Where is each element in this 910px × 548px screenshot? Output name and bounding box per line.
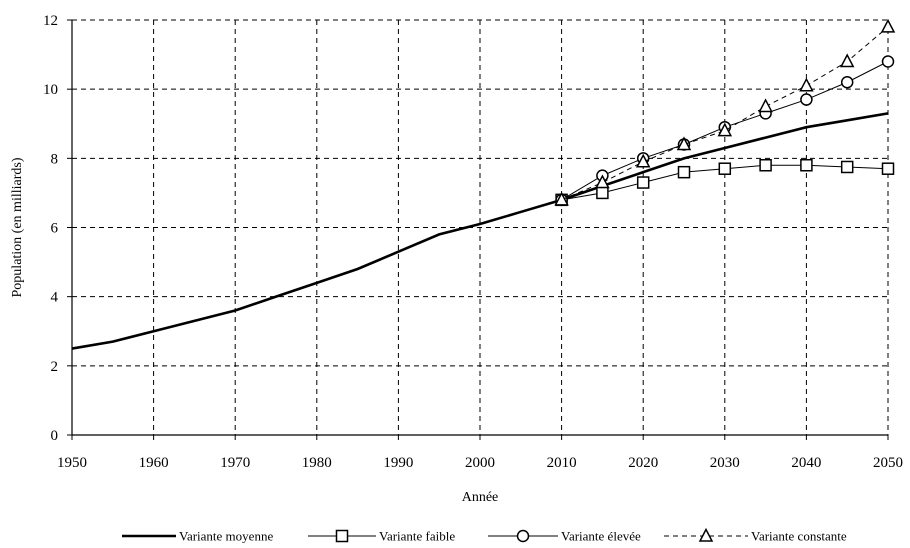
series-3 bbox=[554, 18, 896, 206]
y-axis-title: Population (en milliards) bbox=[10, 157, 25, 297]
series-layer bbox=[71, 18, 896, 350]
square-marker bbox=[677, 165, 691, 179]
y-tick-label: 12 bbox=[43, 13, 58, 29]
legend-item-3: Variante constante bbox=[664, 527, 847, 544]
circle-marker bbox=[516, 529, 530, 543]
x-tick-label: 2010 bbox=[547, 455, 577, 471]
x-tick-label: 1970 bbox=[220, 455, 250, 471]
triangle-marker bbox=[717, 122, 733, 137]
x-tick-label: 1950 bbox=[57, 455, 87, 471]
x-tick-label: 2040 bbox=[791, 455, 821, 471]
legend-label: Variante élevée bbox=[561, 529, 641, 544]
y-tick-label: 0 bbox=[51, 428, 59, 444]
circle-marker bbox=[800, 93, 813, 106]
y-tick-label: 2 bbox=[51, 359, 59, 375]
legend-item-2: Variante élevée bbox=[488, 529, 641, 544]
legend-label: Variante faible bbox=[379, 529, 455, 544]
y-tick-label: 4 bbox=[51, 290, 59, 306]
y-tick-label: 10 bbox=[43, 82, 58, 98]
x-axis-ticks: 1950 1960 1970 1980 1990 2000 2010 2020 2030 2040… bbox=[57, 435, 903, 471]
triangle-marker bbox=[880, 18, 896, 33]
triangle-marker bbox=[635, 153, 651, 168]
x-tick-label: 2020 bbox=[628, 455, 658, 471]
series-0 bbox=[71, 112, 889, 350]
y-tick-label: 8 bbox=[51, 151, 59, 167]
grid bbox=[72, 19, 889, 435]
square-marker bbox=[759, 159, 772, 172]
legend-label: Variante moyenne bbox=[179, 529, 273, 544]
square-marker bbox=[636, 176, 650, 189]
triangle-marker bbox=[839, 53, 855, 68]
x-tick-label: 1960 bbox=[139, 455, 169, 471]
triangle-marker bbox=[554, 191, 569, 206]
x-axis-title: Année bbox=[462, 490, 499, 505]
square-marker bbox=[335, 529, 349, 543]
y-tick-label: 6 bbox=[51, 221, 59, 237]
x-tick-label: 2030 bbox=[710, 455, 740, 471]
square-marker bbox=[718, 162, 732, 175]
series-line bbox=[71, 112, 889, 350]
x-tick-label: 2000 bbox=[465, 455, 495, 471]
triangle-marker bbox=[595, 174, 610, 189]
x-tick-label: 1980 bbox=[302, 455, 332, 471]
square-marker bbox=[800, 159, 813, 172]
triangle-marker bbox=[676, 136, 692, 151]
circle-marker bbox=[840, 76, 854, 89]
square-marker bbox=[596, 186, 609, 200]
y-axis-ticks: 0 2 4 6 8 10 12 bbox=[43, 13, 72, 444]
triangle-marker bbox=[698, 527, 714, 542]
x-tick-label: 1990 bbox=[383, 455, 413, 471]
square-marker bbox=[881, 162, 895, 175]
legend-label: Variante constante bbox=[751, 529, 847, 544]
x-tick-label: 2050 bbox=[873, 455, 903, 471]
legend-item-1: Variante faible bbox=[308, 529, 455, 544]
legend: Variante moyenne Variante faible Variante … bbox=[122, 527, 847, 544]
legend-item-0: Variante moyenne bbox=[122, 529, 273, 544]
triangle-marker bbox=[799, 77, 814, 92]
triangle-marker bbox=[758, 98, 773, 113]
circle-marker bbox=[881, 55, 895, 68]
square-marker bbox=[840, 160, 854, 174]
